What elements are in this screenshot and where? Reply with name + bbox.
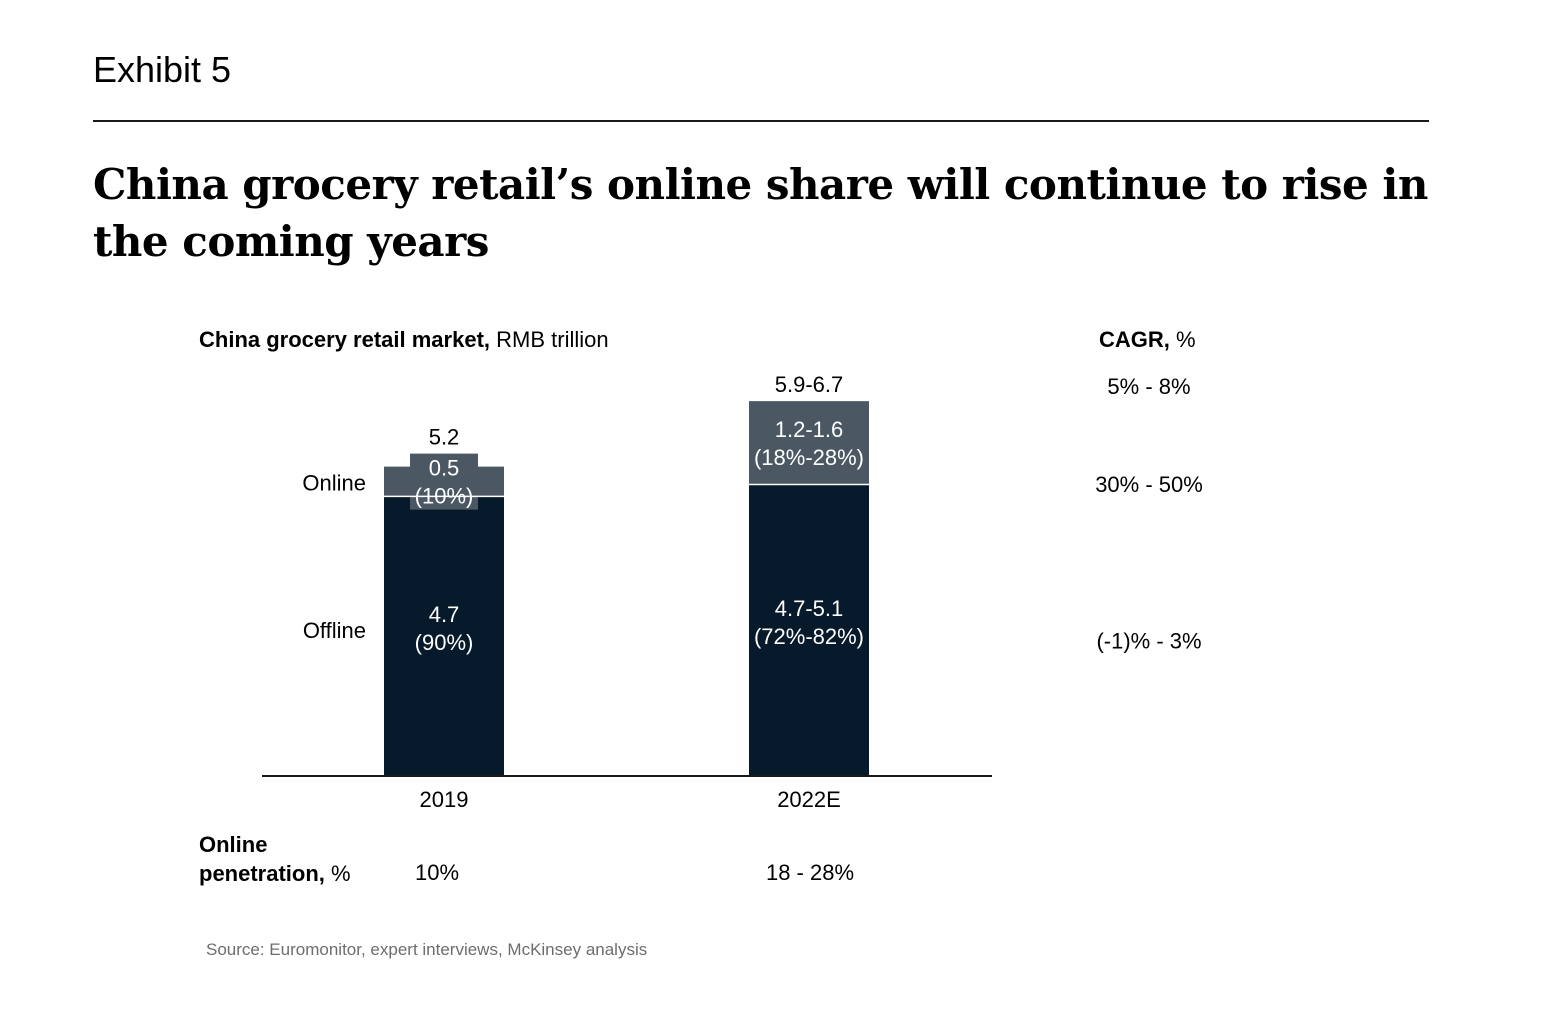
penetration-label-line1: Online bbox=[199, 832, 268, 857]
offline-share-label: (72%-82%) bbox=[754, 624, 864, 649]
bar-offline-2019 bbox=[384, 496, 504, 776]
penetration-label-bold: penetration, bbox=[199, 861, 325, 886]
x-tick-label: 2022E bbox=[777, 787, 841, 812]
bar-offline-2022E bbox=[749, 484, 869, 776]
total-label: 5.9-6.7 bbox=[775, 372, 844, 397]
legend-online: Online bbox=[302, 471, 366, 496]
labels-layer: 0.5 (10%) 4.7 (90%) 5.2 2019 10% 1.2-1.6 (18%-28… bbox=[302, 372, 1202, 885]
chart-subtitle-bold: China grocery retail market, bbox=[199, 327, 491, 352]
chart-subtitle: China grocery retail market, RMB trillio… bbox=[199, 327, 609, 353]
online-penetration-label: Online penetration, % bbox=[199, 830, 351, 888]
cagr-header: CAGR, % bbox=[1099, 327, 1196, 353]
exhibit-label: Exhibit 5 bbox=[93, 49, 232, 90]
penetration-label-line2: penetration, % bbox=[199, 859, 351, 888]
online-value-label: 1.2-1.6 bbox=[775, 417, 844, 442]
online-share-label: (10%) bbox=[415, 484, 474, 509]
cagr-online: 30% - 50% bbox=[1095, 472, 1203, 497]
online-share-label: (18%-28%) bbox=[754, 445, 864, 470]
x-tick-label: 2019 bbox=[420, 787, 469, 812]
cagr-offline: (-1)% - 3% bbox=[1096, 628, 1201, 653]
penetration-label-unit: % bbox=[324, 861, 351, 886]
header-rule bbox=[93, 120, 1429, 122]
online-value-label: 0.5 bbox=[429, 456, 460, 481]
cagr-header-unit: % bbox=[1169, 327, 1196, 352]
page-title: China grocery retail’s online share will… bbox=[93, 160, 1428, 266]
cagr-header-bold: CAGR, bbox=[1099, 327, 1170, 352]
bar-online-2022E bbox=[749, 401, 869, 485]
bars-layer bbox=[384, 401, 869, 776]
online-label-plate-2019 bbox=[410, 453, 478, 510]
online-penetration-value: 18 - 28% bbox=[766, 860, 854, 885]
online-penetration-value: 10% bbox=[415, 860, 459, 885]
offline-value-label: 4.7-5.1 bbox=[775, 596, 844, 621]
offline-value-label: 4.7 bbox=[429, 602, 460, 627]
total-label: 5.2 bbox=[429, 425, 460, 450]
legend-offline: Offline bbox=[303, 618, 366, 643]
source-note: Source: Euromonitor, expert interviews, … bbox=[206, 940, 648, 959]
offline-share-label: (90%) bbox=[415, 630, 474, 655]
chart-subtitle-unit: RMB trillion bbox=[490, 327, 609, 352]
cagr-total: 5% - 8% bbox=[1107, 374, 1190, 399]
